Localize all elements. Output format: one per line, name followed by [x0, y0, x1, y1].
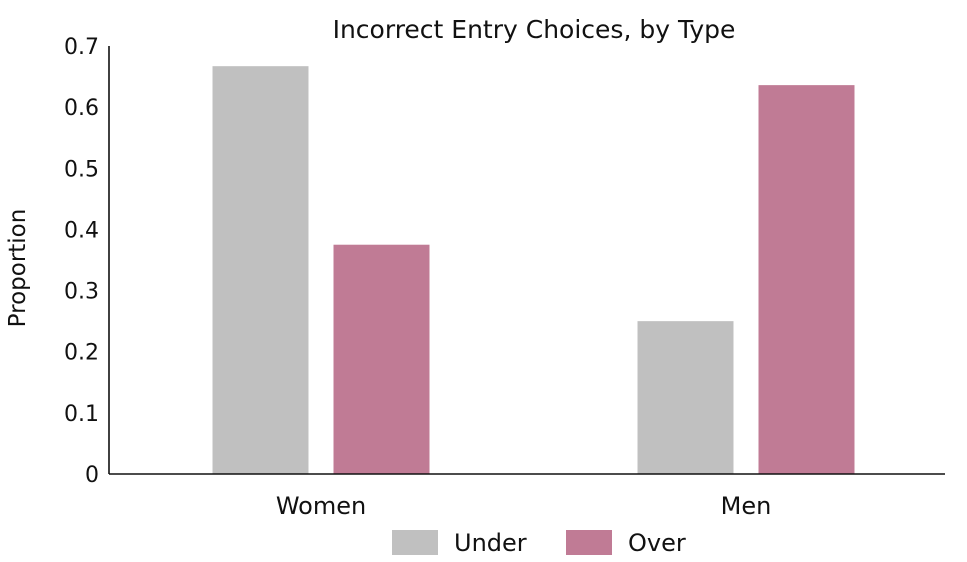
legend-label-over: Over [628, 529, 686, 557]
y-tick-label: 0 [85, 463, 99, 488]
y-tick-label: 0.5 [64, 157, 99, 182]
y-tick-label: 0.7 [64, 35, 99, 60]
y-axis-ticks: 0 0.1 0.2 0.3 0.4 0.5 0.6 0.7 [64, 35, 99, 488]
y-tick-label: 0.1 [64, 402, 99, 427]
x-category-label: Women [276, 492, 366, 520]
bar-over-men [758, 85, 855, 474]
x-category-label: Men [721, 492, 772, 520]
legend-label-under: Under [454, 529, 527, 557]
x-axis-categories: Women Men [276, 492, 772, 520]
y-tick-label: 0.3 [64, 280, 99, 305]
chart-title: Incorrect Entry Choices, by Type [333, 15, 736, 44]
bar-under-women [212, 66, 309, 475]
y-axis-label: Proportion [5, 209, 31, 328]
y-tick-label: 0.6 [64, 96, 99, 121]
y-tick-label: 0.2 [64, 341, 99, 366]
legend-swatch-over [566, 530, 612, 555]
bar-over-women [333, 244, 430, 474]
bars [212, 66, 855, 475]
legend-swatch-under [392, 530, 438, 555]
y-tick-label: 0.4 [64, 218, 99, 243]
bar-under-men [637, 321, 734, 474]
legend: Under Over [392, 529, 686, 557]
